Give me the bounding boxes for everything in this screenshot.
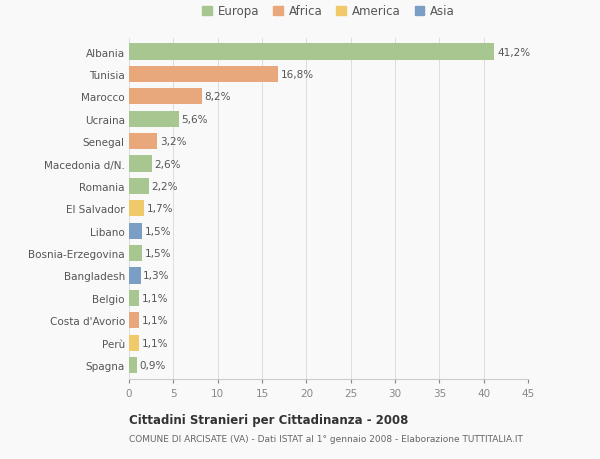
Text: 16,8%: 16,8% (281, 70, 314, 80)
Bar (129, 179, 149, 195)
Bar (129, 201, 144, 217)
Bar (129, 67, 278, 83)
Text: Cittadini Stranieri per Cittadinanza - 2008: Cittadini Stranieri per Cittadinanza - 2… (129, 413, 409, 426)
Text: 1,5%: 1,5% (145, 226, 172, 236)
Bar (129, 290, 139, 306)
Bar (129, 45, 494, 61)
Text: 3,2%: 3,2% (160, 137, 187, 147)
Bar (129, 268, 140, 284)
Bar (129, 313, 139, 329)
Text: 1,1%: 1,1% (142, 293, 168, 303)
Text: 1,3%: 1,3% (143, 271, 170, 281)
Bar (129, 335, 139, 351)
Text: COMUNE DI ARCISATE (VA) - Dati ISTAT al 1° gennaio 2008 - Elaborazione TUTTITALI: COMUNE DI ARCISATE (VA) - Dati ISTAT al … (129, 434, 523, 443)
Text: 2,6%: 2,6% (155, 159, 181, 169)
Bar (129, 112, 179, 128)
Text: 1,5%: 1,5% (145, 248, 172, 258)
Bar (129, 246, 142, 262)
Text: 2,2%: 2,2% (151, 181, 178, 191)
Bar (129, 223, 142, 239)
Text: 1,1%: 1,1% (142, 338, 168, 348)
Text: 1,1%: 1,1% (142, 316, 168, 325)
Text: 1,7%: 1,7% (147, 204, 173, 214)
Bar (129, 156, 152, 172)
Bar (129, 357, 137, 373)
Legend: Europa, Africa, America, Asia: Europa, Africa, America, Asia (197, 1, 460, 23)
Bar (129, 89, 202, 105)
Text: 0,9%: 0,9% (140, 360, 166, 370)
Bar (129, 134, 157, 150)
Text: 41,2%: 41,2% (497, 47, 530, 57)
Text: 8,2%: 8,2% (205, 92, 231, 102)
Text: 5,6%: 5,6% (181, 114, 208, 124)
